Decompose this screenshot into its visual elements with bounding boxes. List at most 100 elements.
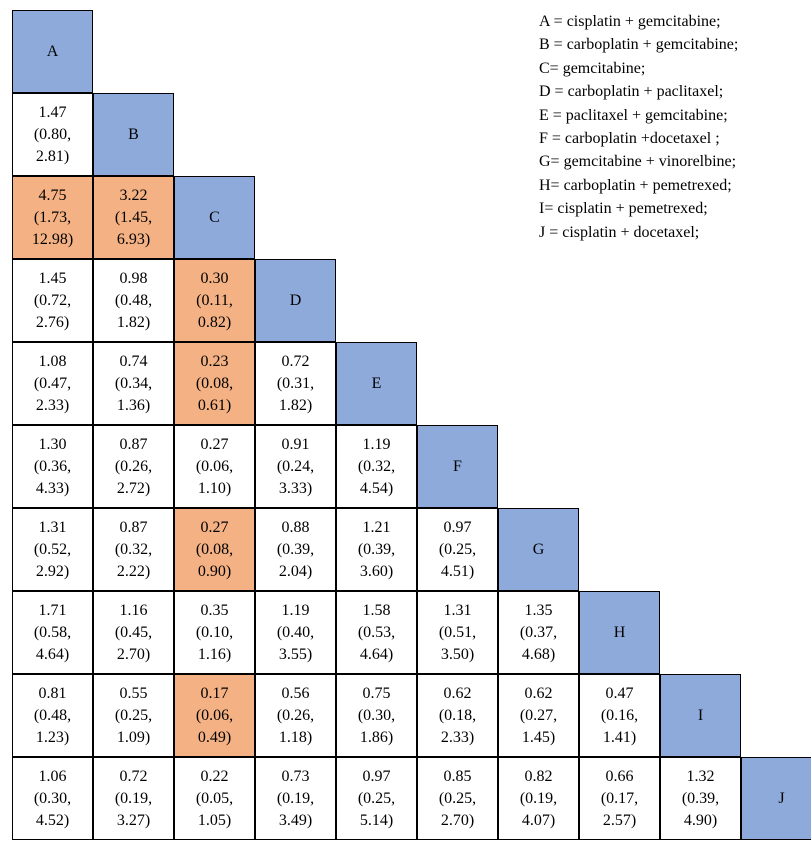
estimate-value: 0.75 — [362, 684, 391, 702]
comparison-cell: 1.31 (0.51, 3.50) — [417, 591, 498, 674]
comparison-cell: 0.55 (0.25, 1.09) — [93, 674, 174, 757]
treatment-legend: A = cisplatin + gemcitabine; B = carbopl… — [539, 10, 738, 244]
ci-upper: 0.90) — [197, 562, 232, 580]
comparison-cell: 1.08 (0.47, 2.33) — [12, 342, 93, 425]
comparison-cell: 1.19 (0.40, 3.55) — [255, 591, 336, 674]
ci-lower: (0.45, — [114, 623, 153, 641]
ci-lower: (0.10, — [195, 623, 234, 641]
estimate-value: 0.73 — [281, 767, 310, 785]
ci-upper: 1.41) — [602, 728, 637, 746]
ci-lower: (0.08, — [195, 540, 234, 558]
ci-lower: (0.27, — [519, 706, 558, 724]
ci-upper: 1.82) — [278, 396, 313, 414]
treatment-label-a: A — [12, 10, 93, 93]
ci-upper: 3.27) — [116, 811, 151, 829]
comparison-cell: 0.97 (0.25, 4.51) — [417, 508, 498, 591]
ci-upper: 2.70) — [116, 645, 151, 663]
comparison-cell: 0.87 (0.32, 2.22) — [93, 508, 174, 591]
ci-lower: (0.34, — [114, 374, 153, 392]
legend-item-a: A = cisplatin + gemcitabine; — [539, 13, 721, 30]
ci-upper: 3.50) — [440, 645, 475, 663]
estimate-value: 3.22 — [119, 186, 148, 204]
comparison-cell: 0.82 (0.19, 4.07) — [498, 757, 579, 840]
ci-lower: (0.11, — [196, 291, 233, 309]
legend-item-h: H= carboplatin + pemetrexed; — [539, 176, 732, 194]
ci-lower: (0.30, — [357, 706, 396, 724]
estimate-value: 0.72 — [119, 767, 148, 785]
ci-lower: (0.72, — [33, 291, 72, 309]
comparison-cell: 1.47 (0.80, 2.81) — [12, 93, 93, 176]
estimate-value: 1.19 — [362, 435, 391, 453]
ci-upper: 2.92) — [35, 562, 70, 580]
estimate-value: 1.71 — [38, 601, 67, 619]
comparison-cell: 1.32 (0.39, 4.90) — [660, 757, 741, 840]
estimate-value: 1.16 — [119, 601, 148, 619]
estimate-value: 0.97 — [443, 518, 472, 536]
ci-lower: (0.16, — [600, 706, 639, 724]
ci-upper: 4.54) — [359, 479, 394, 497]
ci-upper: 1.05) — [197, 811, 232, 829]
treatment-label-e: E — [336, 342, 417, 425]
estimate-value: 0.56 — [281, 684, 310, 702]
comparison-cell: 1.19 (0.32, 4.54) — [336, 425, 417, 508]
estimate-value: 1.30 — [38, 435, 67, 453]
estimate-value: 1.58 — [362, 601, 391, 619]
ci-lower: (0.80, — [33, 125, 72, 143]
ci-lower: (0.17, — [600, 789, 639, 807]
ci-upper: 2.33) — [35, 396, 70, 414]
ci-upper: 0.49) — [197, 728, 232, 746]
estimate-value: 0.81 — [38, 684, 67, 702]
estimate-value: 0.98 — [119, 269, 148, 287]
ci-upper: 2.76) — [35, 313, 70, 331]
ci-upper: 1.45) — [521, 728, 556, 746]
estimate-value: 1.21 — [362, 518, 391, 536]
comparison-cell: 0.23 (0.08, 0.61) — [174, 342, 255, 425]
ci-lower: (0.58, — [33, 623, 72, 641]
ci-upper: 2.57) — [602, 811, 637, 829]
treatment-label-b: B — [93, 93, 174, 176]
estimate-value: 0.27 — [200, 518, 229, 536]
ci-upper: 2.70) — [440, 811, 475, 829]
ci-lower: (0.31, — [276, 374, 315, 392]
ci-upper: 4.33) — [35, 479, 70, 497]
ci-upper: 1.36) — [116, 396, 151, 414]
ci-lower: (0.26, — [114, 457, 153, 475]
estimate-value: 1.45 — [38, 269, 67, 287]
estimate-value: 1.31 — [38, 518, 67, 536]
ci-lower: (0.25, — [438, 789, 477, 807]
comparison-cell: 0.47 (0.16, 1.41) — [579, 674, 660, 757]
comparison-cell: 0.85 (0.25, 2.70) — [417, 757, 498, 840]
ci-lower: (0.06, — [195, 706, 234, 724]
estimate-value: 1.19 — [281, 601, 310, 619]
ci-upper: 4.64) — [359, 645, 394, 663]
legend-item-b: B = carboplatin + gemcitabine; — [539, 36, 739, 54]
ci-upper: 5.14) — [359, 811, 394, 829]
ci-upper: 1.23) — [35, 728, 70, 746]
ci-upper: 1.18) — [278, 728, 313, 746]
comparison-cell: 0.98 (0.48, 1.82) — [93, 259, 174, 342]
comparison-cell: 0.62 (0.18, 2.33) — [417, 674, 498, 757]
ci-upper: 3.49) — [278, 811, 313, 829]
league-table: A 1.47 (0.80, 2.81) B 4.75 (1.73, 12.98) 3.22 (1.… — [12, 10, 811, 842]
estimate-value: 0.17 — [200, 684, 229, 702]
comparison-cell: 0.87 (0.26, 2.72) — [93, 425, 174, 508]
ci-lower: (0.18, — [438, 706, 477, 724]
treatment-label-g: G — [498, 508, 579, 591]
ci-lower: (0.40, — [276, 623, 315, 641]
ci-upper: 3.60) — [359, 562, 394, 580]
ci-lower: (0.19, — [114, 789, 153, 807]
estimate-value: 1.31 — [443, 601, 472, 619]
estimate-value: 0.97 — [362, 767, 391, 785]
ci-lower: (0.48, — [33, 706, 72, 724]
ci-lower: (0.08, — [195, 374, 234, 392]
comparison-cell: 0.88 (0.39, 2.04) — [255, 508, 336, 591]
estimate-value: 0.87 — [119, 435, 148, 453]
comparison-cell: 3.22 (1.45, 6.93) — [93, 176, 174, 259]
ci-lower: (0.30, — [33, 789, 72, 807]
estimate-value: 1.35 — [524, 601, 553, 619]
comparison-cell: 1.45 (0.72, 2.76) — [12, 259, 93, 342]
comparison-cell: 0.72 (0.19, 3.27) — [93, 757, 174, 840]
ci-lower: (0.53, — [357, 623, 396, 641]
ci-upper: 0.82) — [197, 313, 232, 331]
estimate-value: 0.22 — [200, 767, 229, 785]
